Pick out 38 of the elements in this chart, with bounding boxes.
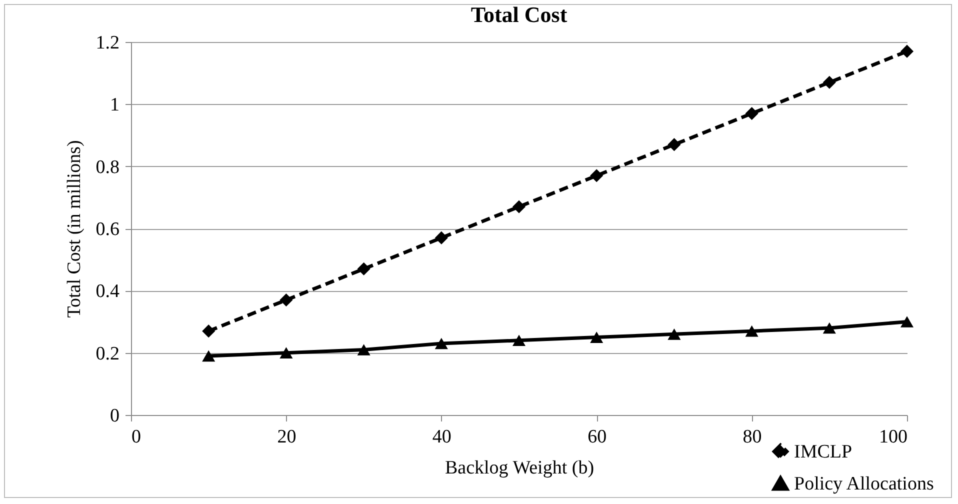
- x-axis-title: Backlog Weight (b): [444, 458, 594, 478]
- y-tick-label: 1.2: [96, 32, 120, 54]
- point: [668, 328, 681, 340]
- point: [512, 200, 526, 214]
- y-tick-label: 1: [110, 94, 120, 116]
- point: [280, 347, 293, 358]
- y-tick-label: 0.6: [96, 219, 120, 240]
- point: [357, 262, 370, 276]
- point: [745, 106, 758, 120]
- point: [357, 344, 370, 356]
- chart-title: Total Cost: [470, 2, 568, 27]
- x-tick-label: 20: [277, 426, 296, 448]
- legend-label: IMCLP: [794, 442, 852, 462]
- point: [280, 293, 293, 307]
- x-tick-label: 0: [132, 426, 141, 448]
- point: [434, 338, 448, 350]
- point: [822, 76, 836, 89]
- point: [822, 322, 836, 334]
- point: [202, 324, 216, 338]
- point: [745, 325, 758, 337]
- x-tick-label: 100: [879, 426, 908, 448]
- point: [434, 231, 448, 244]
- point: [900, 316, 914, 328]
- x-tick-label: 80: [742, 426, 762, 448]
- y-tick-label: 0: [110, 406, 120, 426]
- point: [202, 350, 216, 362]
- point: [590, 169, 604, 182]
- legend-label: Policy Allocations: [794, 474, 934, 494]
- point: [668, 138, 681, 152]
- y-axis-title: Total Cost (in millions): [64, 140, 85, 318]
- point: [900, 44, 914, 58]
- point: [590, 332, 604, 343]
- x-tick-label: 40: [432, 426, 452, 448]
- y-tick-label: 0.4: [96, 281, 120, 302]
- point: [512, 334, 526, 346]
- x-tick-label: 60: [588, 426, 607, 448]
- y-tick-label: 0.8: [96, 156, 120, 178]
- y-tick-label: 0.2: [96, 343, 120, 364]
